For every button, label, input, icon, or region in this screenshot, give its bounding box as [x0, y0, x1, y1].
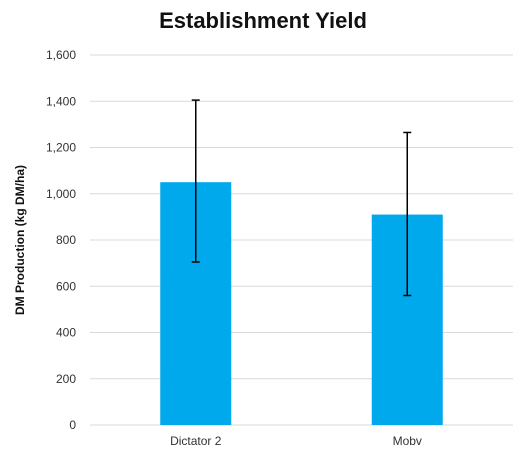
- y-tick-label: 0: [69, 418, 76, 432]
- y-tick-label: 200: [56, 372, 76, 386]
- y-tick-label: 1,600: [46, 48, 76, 62]
- y-tick-label: 400: [56, 326, 76, 340]
- x-tick-label: Mobv: [393, 434, 422, 448]
- y-tick-label: 1,000: [46, 187, 76, 201]
- chart-title: Establishment Yield: [159, 8, 367, 33]
- y-tick-label: 1,200: [46, 141, 76, 155]
- y-tick-label: 600: [56, 279, 76, 293]
- x-tick-label: Dictator 2: [170, 434, 222, 448]
- y-axis-label: DM Production (kg DM/ha): [13, 165, 27, 315]
- y-tick-label: 1,400: [46, 94, 76, 108]
- y-tick-label: 800: [56, 233, 76, 247]
